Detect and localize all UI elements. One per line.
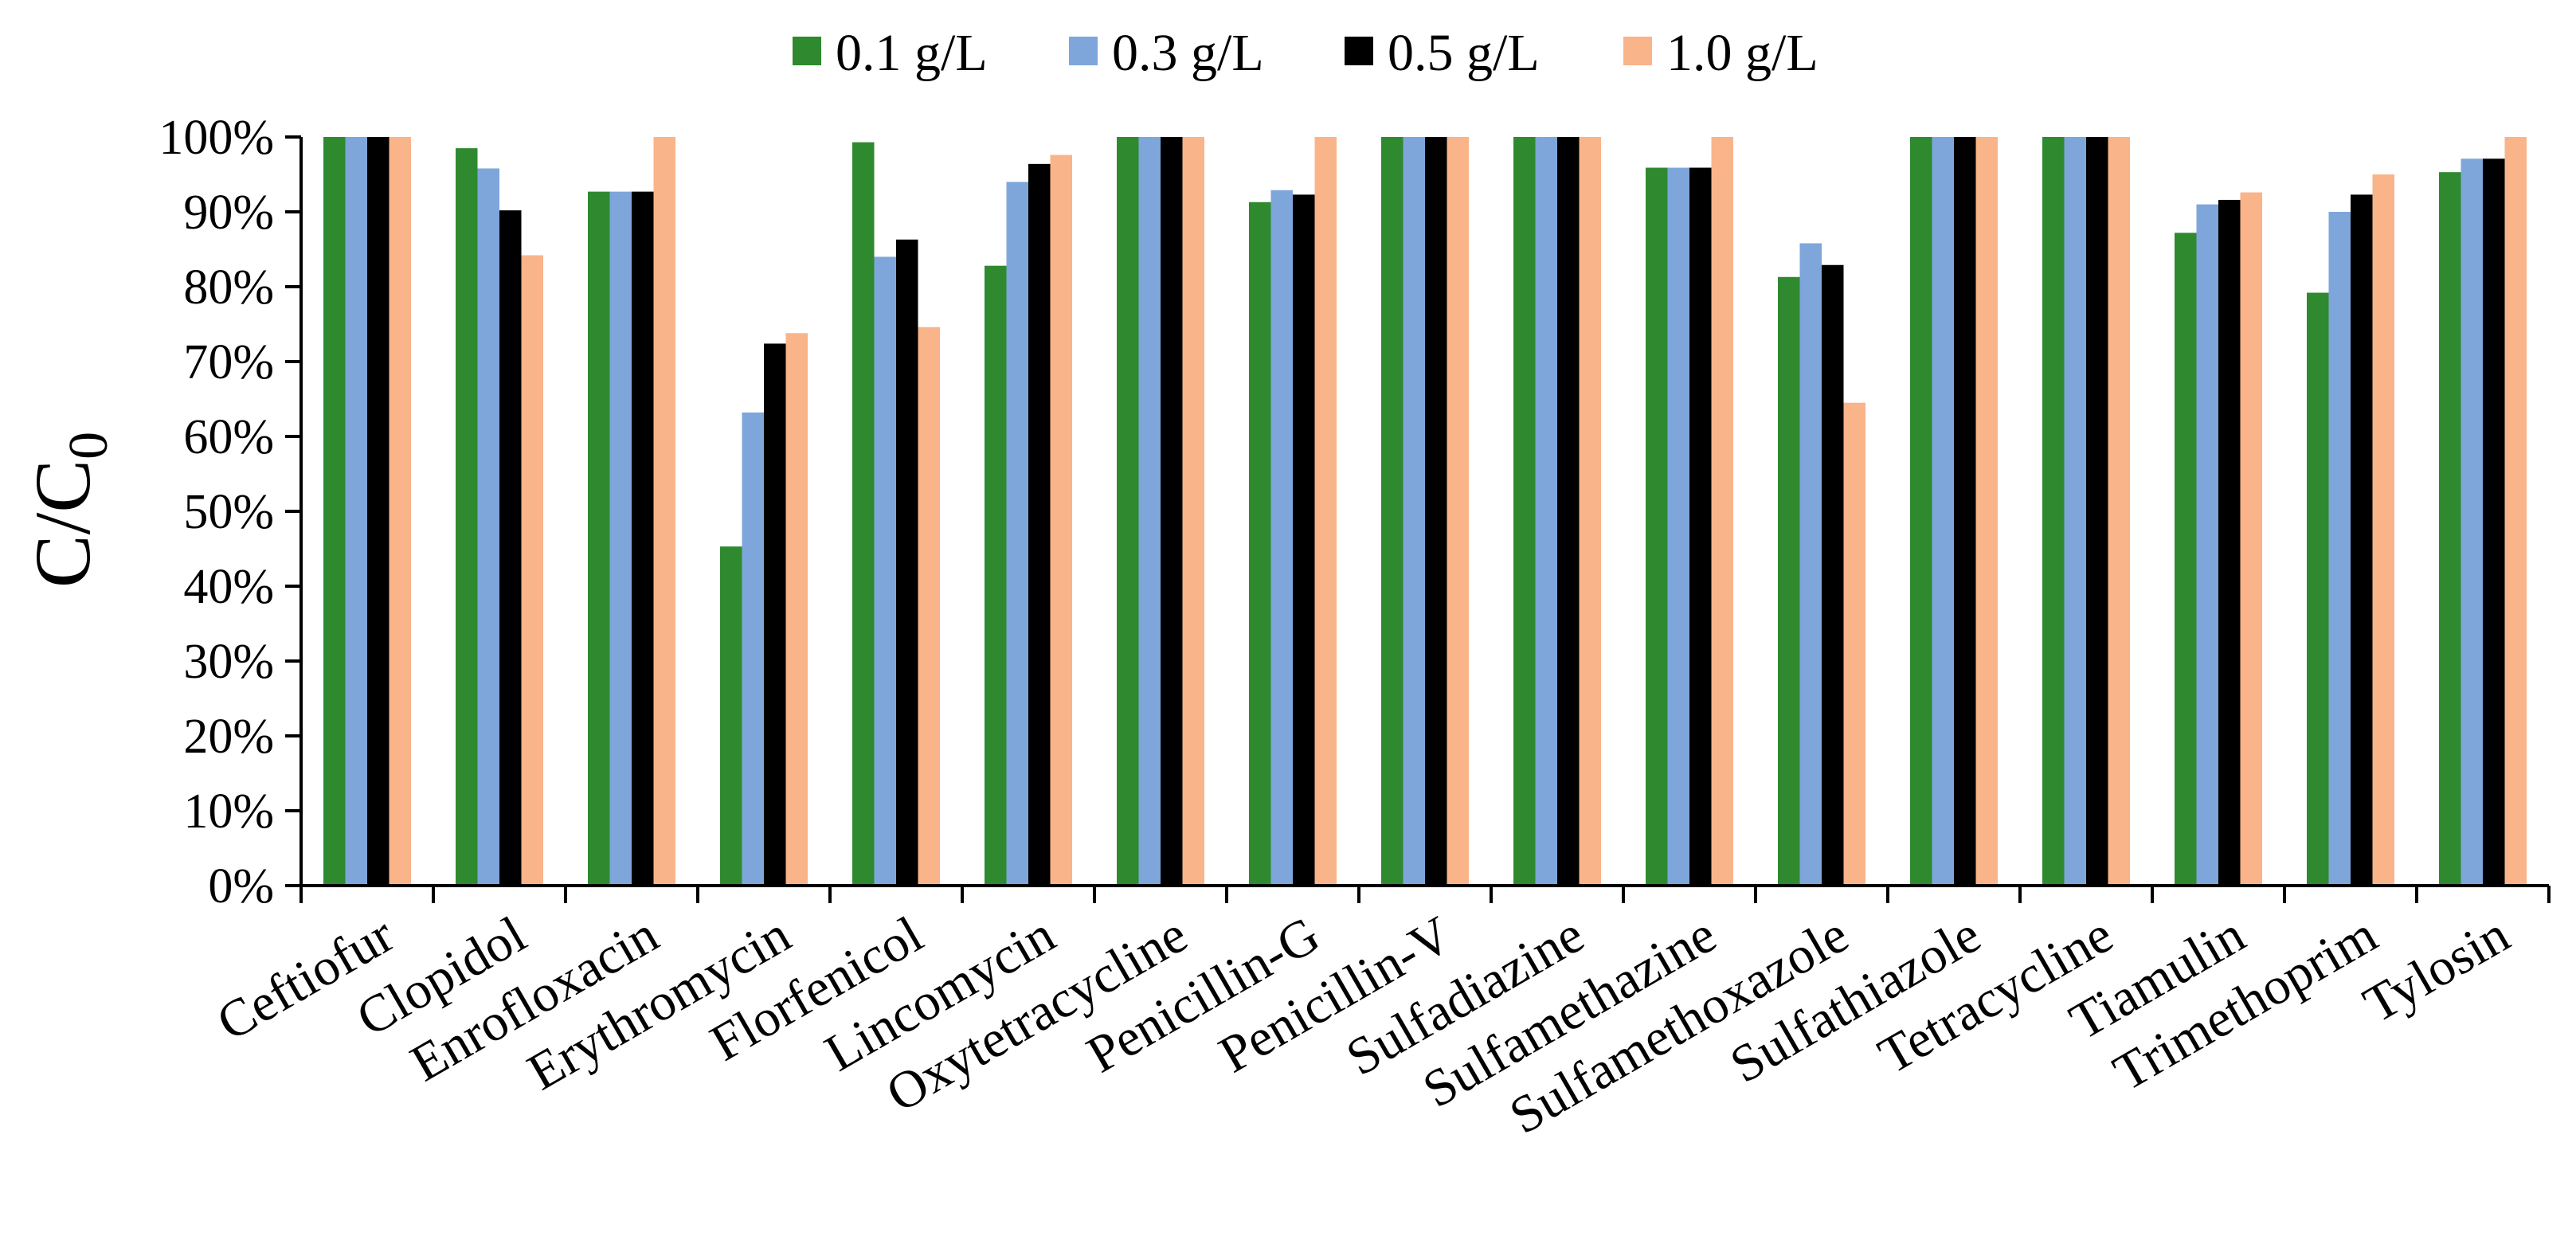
bar-sulfamethazine-0-3-g-L <box>1667 167 1689 886</box>
bar-florfenicol-0-1-g-L <box>852 142 875 886</box>
bar-penicillin-v-0-3-g-L <box>1403 137 1425 886</box>
bar-clopidol-1-0-g-L <box>521 255 543 886</box>
bar-oxytetracycline-0-1-g-L <box>1117 137 1139 886</box>
y-tick-label: 90% <box>183 186 274 240</box>
y-tick-label: 40% <box>183 560 274 614</box>
bar-sulfamethoxazole-0-1-g-L <box>1778 276 1800 886</box>
y-axis-title-subscript: 0 <box>58 432 119 460</box>
bar-ceftiofur-1-0-g-L <box>389 137 411 886</box>
legend-label: 0.3 g/L <box>1112 24 1264 82</box>
bar-oxytetracycline-1-0-g-L <box>1182 137 1204 886</box>
bar-sulfamethazine-0-5-g-L <box>1689 167 1712 886</box>
bar-sulfathiazole-0-3-g-L <box>1932 137 1954 886</box>
bar-ceftiofur-0-1-g-L <box>323 137 346 886</box>
y-tick-label: 0% <box>208 859 274 914</box>
y-tick-label: 20% <box>183 710 274 764</box>
legend-swatch <box>1069 37 1098 65</box>
bar-penicillin-g-1-0-g-L <box>1314 137 1337 886</box>
bar-trimethoprim-0-1-g-L <box>2307 292 2329 886</box>
bar-sulfathiazole-0-5-g-L <box>1954 137 1976 886</box>
bar-clopidol-0-1-g-L <box>456 148 478 886</box>
bar-oxytetracycline-0-3-g-L <box>1138 137 1161 886</box>
bar-lincomycin-0-1-g-L <box>985 265 1007 886</box>
bar-trimethoprim-1-0-g-L <box>2372 174 2394 886</box>
x-axis-category-labels: CeftiofurClopidolEnrofloxacinErythromyci… <box>207 906 2519 1145</box>
bar-penicillin-v-0-1-g-L <box>1381 137 1403 886</box>
y-tick-label: 10% <box>183 784 274 839</box>
bar-trimethoprim-0-3-g-L <box>2328 212 2351 886</box>
bar-enrofloxacin-1-0-g-L <box>653 137 675 886</box>
bar-clopidol-0-3-g-L <box>477 168 499 886</box>
bar-ceftiofur-0-5-g-L <box>367 137 390 886</box>
bar-sulfamethoxazole-1-0-g-L <box>1843 402 1865 886</box>
bar-florfenicol-1-0-g-L <box>918 327 940 886</box>
bar-erythromycin-1-0-g-L <box>785 333 808 886</box>
bar-tiamulin-0-1-g-L <box>2175 233 2197 886</box>
bar-penicillin-g-0-5-g-L <box>1293 194 1315 886</box>
bar-tetracycline-1-0-g-L <box>2108 137 2130 886</box>
bar-enrofloxacin-0-3-g-L <box>609 191 632 886</box>
bar-sulfamethoxazole-0-5-g-L <box>1822 264 1844 886</box>
bar-ceftiofur-0-3-g-L <box>345 137 367 886</box>
bar-sulfadiazine-1-0-g-L <box>1579 137 1601 886</box>
bar-tiamulin-0-3-g-L <box>2196 204 2218 886</box>
bar-tylosin-0-1-g-L <box>2439 172 2461 886</box>
bar-sulfathiazole-1-0-g-L <box>1975 137 1998 886</box>
legend-swatch <box>1345 37 1373 65</box>
bar-erythromycin-0-1-g-L <box>720 546 742 886</box>
bar-lincomycin-0-5-g-L <box>1028 163 1051 886</box>
bar-oxytetracycline-0-5-g-L <box>1161 137 1183 886</box>
bar-sulfamethazine-1-0-g-L <box>1711 137 1733 886</box>
bar-enrofloxacin-0-5-g-L <box>632 191 654 886</box>
bar-erythromycin-0-3-g-L <box>742 412 764 886</box>
bar-sulfamethoxazole-0-3-g-L <box>1799 243 1822 886</box>
bar-tetracycline-0-3-g-L <box>2064 137 2086 886</box>
bar-sulfadiazine-0-5-g-L <box>1557 137 1580 886</box>
y-tick-label: 100% <box>159 111 274 165</box>
bar-tylosin-0-3-g-L <box>2461 158 2483 886</box>
bar-erythromycin-0-5-g-L <box>764 343 786 886</box>
bar-enrofloxacin-0-1-g-L <box>588 191 610 886</box>
bar-florfenicol-0-3-g-L <box>874 256 896 886</box>
y-axis-title: C/C0 <box>18 432 119 588</box>
bar-lincomycin-1-0-g-L <box>1050 155 1072 886</box>
y-tick-label: 70% <box>183 335 274 389</box>
bar-tylosin-1-0-g-L <box>2504 137 2527 886</box>
bar-clopidol-0-5-g-L <box>499 210 522 886</box>
bar-penicillin-g-0-3-g-L <box>1270 190 1293 886</box>
bar-tetracycline-0-1-g-L <box>2042 137 2065 886</box>
bar-penicillin-v-0-5-g-L <box>1425 137 1447 886</box>
chart-legend: 0.1 g/L 0.3 g/L 0.5 g/L 1.0 g/L <box>793 24 1818 82</box>
bar-tiamulin-0-5-g-L <box>2218 199 2241 886</box>
y-axis-title-main: C/C <box>18 460 107 588</box>
x-category-label: Tylosin <box>2354 906 2519 1035</box>
legend-label: 0.5 g/L <box>1388 24 1540 82</box>
bar-sulfathiazole-0-1-g-L <box>1910 137 1932 886</box>
y-axis-ticks: 0% 10% 20% 30% 40% 50% 60% 70% 80% 90% 100% <box>159 111 301 914</box>
bar-tylosin-0-5-g-L <box>2483 158 2505 886</box>
legend-swatch <box>793 37 821 65</box>
bar-sulfadiazine-0-1-g-L <box>1513 137 1536 886</box>
bar-lincomycin-0-3-g-L <box>1006 182 1028 886</box>
y-tick-label: 80% <box>183 260 274 315</box>
bar-trimethoprim-0-5-g-L <box>2351 194 2373 886</box>
bar-tiamulin-1-0-g-L <box>2240 192 2262 886</box>
bar-penicillin-g-0-1-g-L <box>1249 201 1271 886</box>
legend-label: 1.0 g/L <box>1666 24 1818 82</box>
legend-label: 0.1 g/L <box>836 24 988 82</box>
bar-penicillin-v-1-0-g-L <box>1447 137 1469 886</box>
bar-series-group <box>323 137 2527 886</box>
bar-tetracycline-0-5-g-L <box>2086 137 2108 886</box>
y-tick-label: 30% <box>183 635 274 689</box>
y-tick-label: 50% <box>183 485 274 539</box>
bar-sulfadiazine-0-3-g-L <box>1535 137 1557 886</box>
y-tick-label: 60% <box>183 410 274 464</box>
bar-sulfamethazine-0-1-g-L <box>1646 167 1668 886</box>
bar-florfenicol-0-5-g-L <box>896 239 918 886</box>
legend-swatch <box>1623 37 1652 65</box>
